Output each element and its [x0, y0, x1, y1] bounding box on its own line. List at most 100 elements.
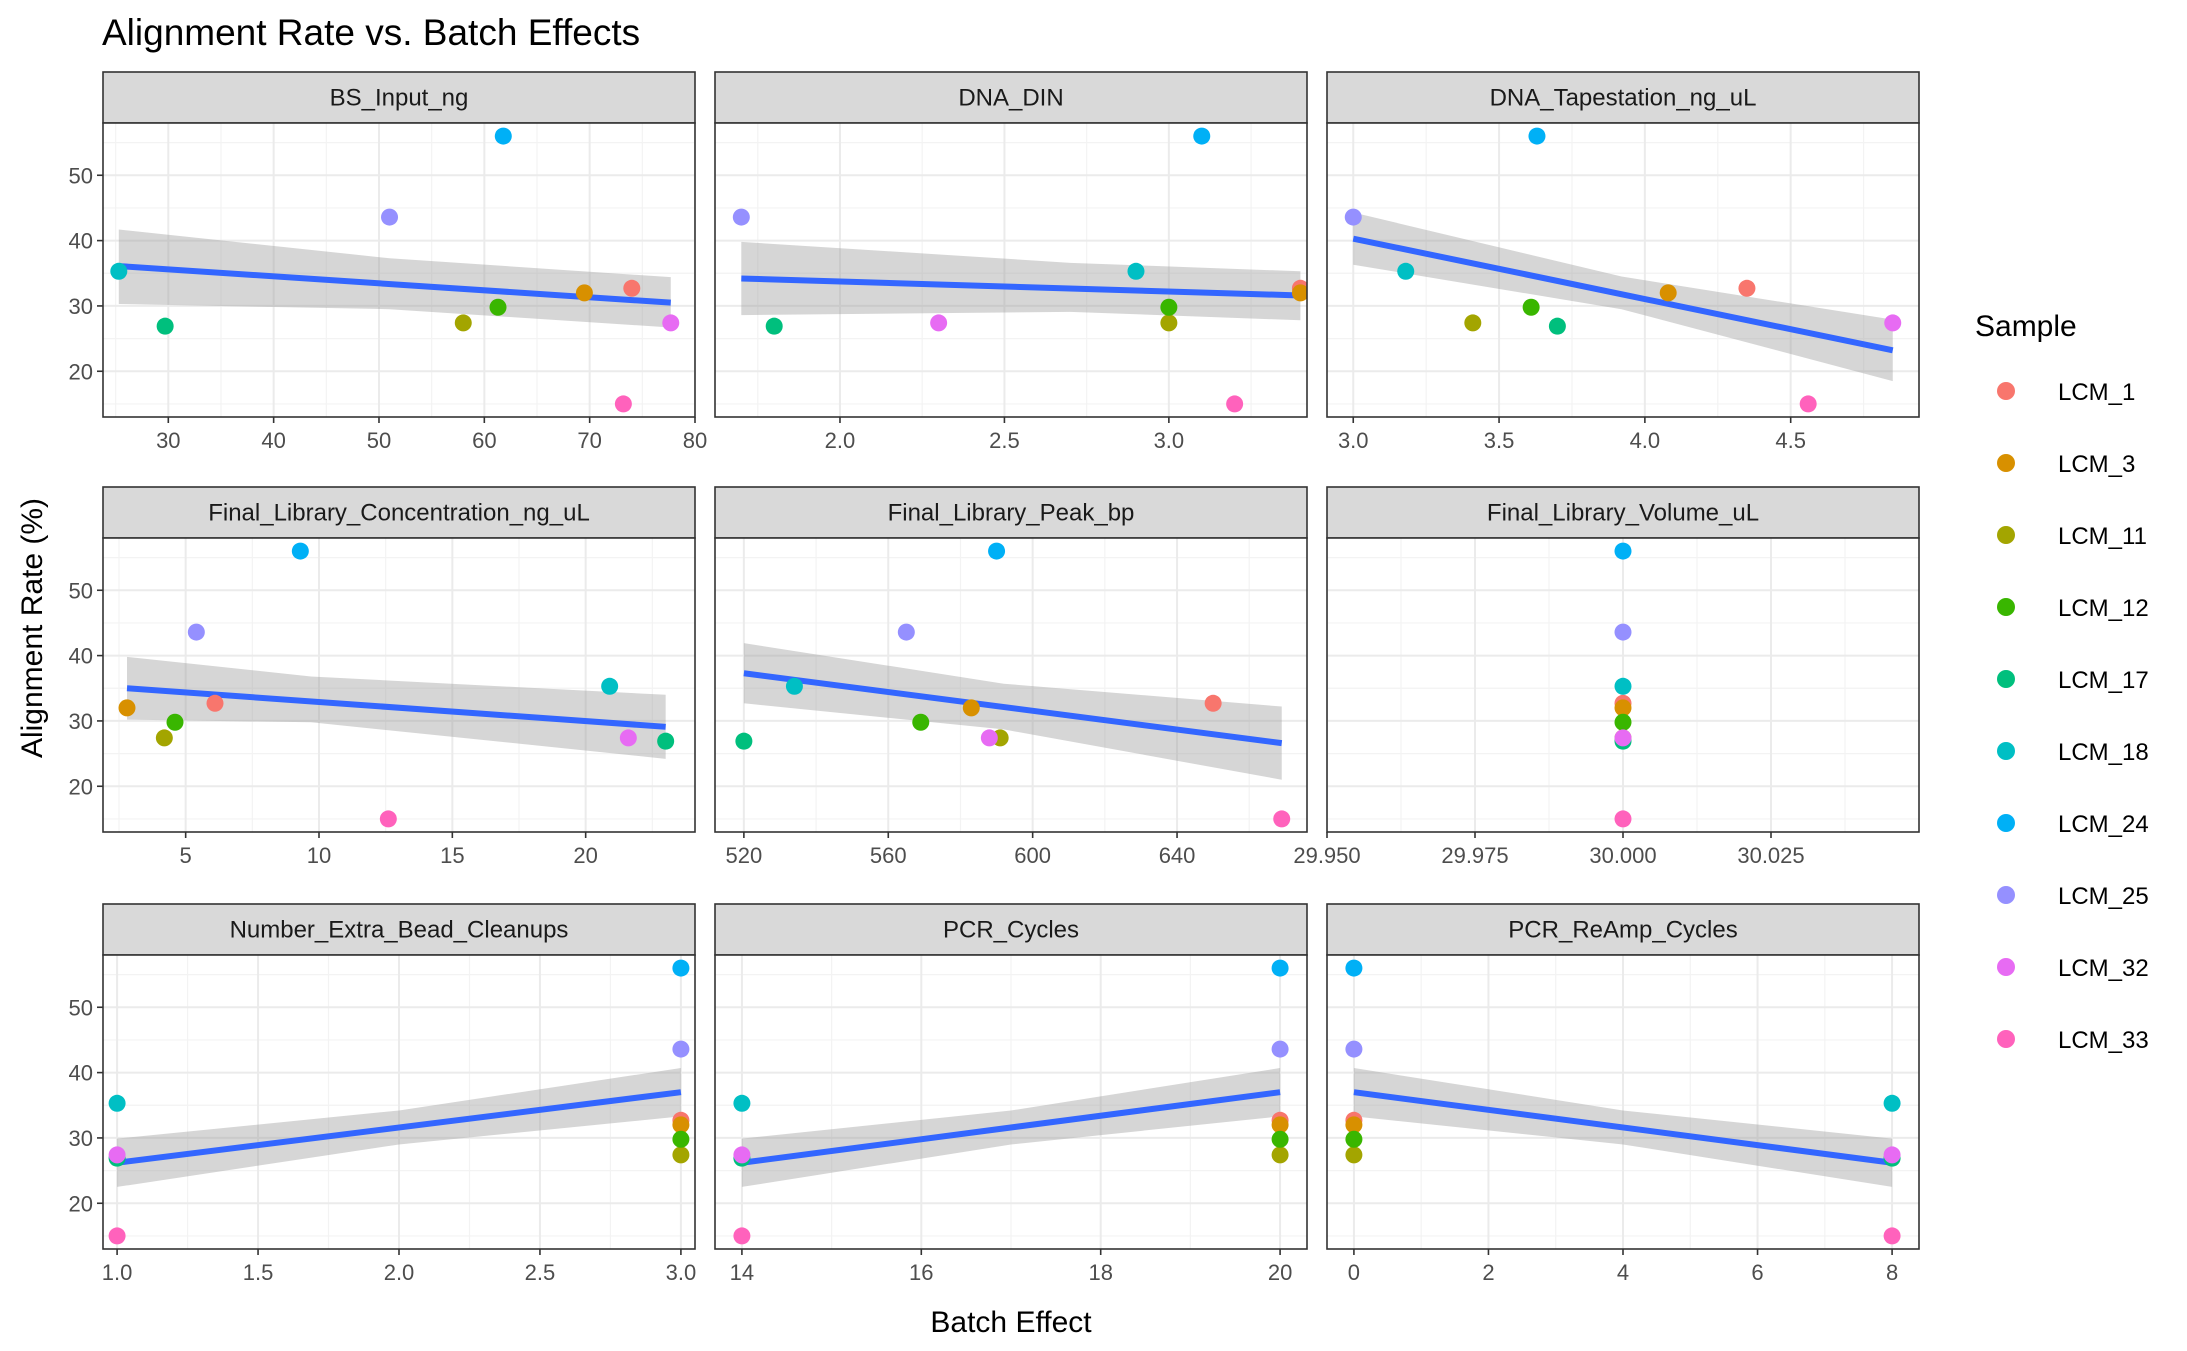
x-tick-label: 2.0: [825, 428, 856, 453]
facet-strip: [714, 71, 1308, 124]
facet-panel: PCR_Cycles 14 16 18 20: [714, 903, 1308, 1285]
data-point: [672, 1130, 690, 1148]
x-tick-label: 2.5: [989, 428, 1020, 453]
confidence-band: [743, 643, 1282, 780]
facet-panel: Final_Library_Peak_bp 520 560 600 640: [714, 486, 1308, 868]
panel-background: [715, 123, 1307, 417]
legend-key: [1997, 1030, 2015, 1048]
y-tick-label: 20: [69, 774, 93, 799]
panel-border: [102, 122, 696, 418]
data-point: [1614, 623, 1632, 641]
legend-items: LCM_1 LCM_3 LCM_11 LCM_12 LCM_17 LCM_18 LCM_24…: [1997, 379, 2149, 1054]
data-point: [912, 713, 930, 731]
legend-label: LCM_3: [2058, 451, 2135, 478]
x-tick-label: 5: [180, 843, 192, 868]
data-point: [381, 208, 399, 226]
facet-strip-label: BS_Input_ng: [330, 85, 469, 112]
x-tick-label: 0: [1348, 1260, 1360, 1285]
legend-label: LCM_11: [2058, 523, 2147, 550]
panel-marks: [733, 959, 1289, 1245]
data-point: [733, 1227, 751, 1245]
facet-strip: [1326, 903, 1920, 956]
x-tick-label: 70: [577, 428, 601, 453]
data-point: [733, 1146, 751, 1164]
y-tick-label: 40: [69, 644, 93, 669]
x-tick-label: 2.0: [384, 1260, 415, 1285]
data-point: [1345, 1130, 1363, 1148]
data-point: [1271, 1116, 1289, 1134]
legend-key: [1997, 454, 2015, 472]
data-point: [1291, 284, 1307, 302]
x-tick-label: 4.5: [1775, 428, 1806, 453]
data-point: [1614, 729, 1632, 747]
x-tick-label: 2: [1482, 1260, 1494, 1285]
facet-panel: Final_Library_Volume_uL 29.950 29.975 30.00…: [1293, 486, 1920, 868]
x-tick-label: 60: [472, 428, 496, 453]
legend-label: LCM_25: [2058, 883, 2149, 910]
data-point: [623, 279, 641, 297]
facet-strip: [1326, 71, 1920, 124]
legend-key: [1997, 814, 2015, 832]
legend-label: LCM_33: [2058, 1027, 2149, 1054]
data-point: [291, 542, 309, 560]
data-point: [1614, 699, 1632, 717]
data-point: [619, 729, 637, 747]
x-axis-title: Batch Effect: [930, 1306, 1092, 1339]
panel-marks: [1614, 542, 1632, 828]
x-tick-label: 3.5: [1484, 428, 1515, 453]
x-tick-label: 600: [1014, 843, 1051, 868]
data-point: [897, 623, 915, 641]
x-tick-label: 6: [1751, 1260, 1763, 1285]
facet-strip-label: PCR_ReAmp_Cycles: [1508, 917, 1737, 944]
y-tick-label: 30: [69, 709, 93, 734]
data-point: [1193, 127, 1211, 145]
x-tick-label: 560: [870, 843, 907, 868]
y-tick-label: 40: [69, 1061, 93, 1086]
data-point: [962, 699, 980, 717]
x-tick-label: 30.025: [1737, 843, 1804, 868]
legend-label: LCM_32: [2058, 955, 2149, 982]
facet-panel: Final_Library_Concentration_ng_uL 20 30 40 5…: [69, 486, 696, 868]
x-tick-label: 520: [726, 843, 763, 868]
legend-key: [1997, 382, 2015, 400]
gridlines: [715, 538, 1307, 832]
data-point: [1160, 314, 1178, 332]
legend-key: [1997, 886, 2015, 904]
panel-marks: [110, 127, 680, 413]
panel-border: [714, 537, 1308, 833]
panel-border: [714, 954, 1308, 1250]
data-point: [1344, 208, 1362, 226]
data-point: [187, 623, 205, 641]
x-tick-label: 4.0: [1630, 428, 1661, 453]
x-tick-label: 4: [1617, 1260, 1629, 1285]
x-tick-label: 640: [1159, 843, 1196, 868]
legend-key: [1997, 598, 2015, 616]
x-tick-label: 40: [261, 428, 285, 453]
facet-strip-label: Final_Library_Concentration_ng_uL: [208, 500, 590, 527]
facet-strip: [714, 903, 1308, 956]
data-point: [980, 729, 998, 747]
legend-key: [1997, 670, 2015, 688]
regression-line: [1352, 235, 1894, 354]
facet-panel: Number_Extra_Bead_Cleanups 20 30 40 50 1.0 1.5…: [69, 903, 696, 1285]
x-tick-label: 2.5: [525, 1260, 556, 1285]
data-point: [108, 1094, 126, 1112]
x-tick-label: 30: [156, 428, 180, 453]
data-point: [662, 314, 680, 332]
data-point: [108, 1146, 126, 1164]
facet-strip: [102, 486, 696, 539]
y-axis-title: Alignment Rate (%): [16, 498, 49, 758]
data-point: [1884, 314, 1902, 332]
gridlines: [103, 955, 695, 1249]
legend-label: LCM_12: [2058, 595, 2149, 622]
regression-line: [741, 275, 1301, 299]
data-point: [1548, 317, 1566, 335]
data-point: [1226, 395, 1244, 413]
data-point: [1397, 262, 1415, 280]
facet-strip: [714, 486, 1308, 539]
confidence-band: [118, 229, 671, 328]
data-point: [118, 699, 136, 717]
facet-panel: BS_Input_ng 20 30 40 50 30 40 50 60 70 80: [69, 71, 707, 453]
legend-label: LCM_17: [2058, 667, 2149, 694]
